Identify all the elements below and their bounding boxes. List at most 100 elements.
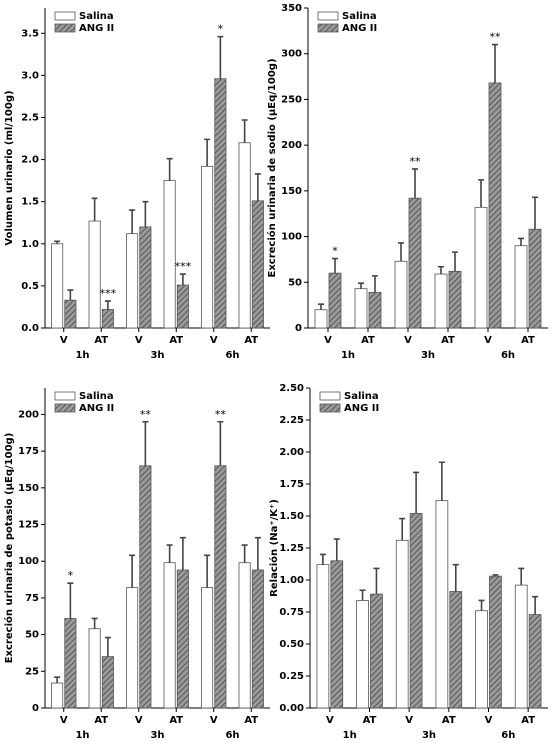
significance: * (218, 23, 224, 36)
error-bar (241, 544, 248, 563)
y-tick-label: 2.50 (279, 383, 304, 394)
error-bar (54, 240, 61, 244)
bar (368, 291, 382, 329)
legend-label: Salina (79, 11, 114, 22)
x-tick-label: V (484, 335, 492, 346)
y-tick-label: 75 (25, 593, 39, 604)
y-tick-label: 25 (25, 666, 39, 677)
x-tick-label: V (135, 335, 143, 346)
bar (514, 584, 528, 709)
bar (176, 284, 189, 329)
error-bar (54, 676, 61, 684)
bar (139, 465, 152, 709)
y-tick-label: 1.25 (279, 543, 304, 554)
error-bar (129, 554, 136, 588)
significance: ** (140, 408, 152, 421)
y-tick-label: 0.0 (21, 323, 39, 334)
x-tick-label: V (405, 715, 413, 726)
error-bar (492, 574, 499, 577)
bar (328, 272, 342, 329)
error-bar (358, 282, 364, 289)
error-bar (104, 636, 111, 657)
error-bar (241, 119, 248, 143)
bar (238, 142, 251, 329)
bar (408, 197, 422, 329)
bar (528, 614, 542, 709)
y-tick-label: 50 (288, 277, 302, 288)
error-bar (518, 237, 524, 246)
group-label: 6h (501, 730, 515, 741)
bar (101, 656, 114, 709)
error-bar (217, 420, 224, 466)
group-label: 3h (150, 350, 164, 361)
bar (64, 299, 77, 329)
y-tick-label: 250 (281, 94, 302, 105)
y-axis-label: Excreción urinaria de sodio (µEq/100g) (266, 58, 278, 277)
y-tick-label: 0.75 (279, 607, 304, 618)
error-bar (254, 536, 261, 571)
y-tick-label: 0.5 (21, 281, 39, 292)
bar (409, 513, 423, 709)
bar (163, 180, 176, 329)
error-bar (333, 538, 340, 561)
y-tick-label: 2.5 (21, 112, 39, 123)
error-bar (438, 461, 445, 501)
legend-label: ANG II (79, 403, 114, 414)
group-label: 1h (341, 350, 355, 361)
y-tick-label: 0.00 (279, 703, 304, 714)
y-tick-label: 350 (281, 3, 302, 14)
group-label: 3h (421, 350, 435, 361)
legend-label: ANG II (342, 23, 377, 34)
group-label: 6h (225, 350, 239, 361)
error-bar (532, 595, 539, 615)
y-tick-label: 1.75 (279, 479, 304, 490)
y-axis-label: Volumen urinario (ml/100g) (4, 90, 15, 245)
y-tick-label: 150 (18, 483, 39, 494)
error-bar (67, 289, 74, 301)
bar (489, 575, 502, 709)
y-tick-label: 2.0 (21, 155, 39, 166)
error-bar (452, 251, 458, 272)
error-bar (67, 582, 74, 619)
bar (64, 618, 77, 709)
x-tick-label: AT (169, 715, 183, 726)
error-bar (217, 35, 224, 79)
bar (488, 82, 502, 329)
error-bar (91, 197, 98, 222)
bar (434, 273, 448, 329)
error-bar (478, 179, 484, 208)
bar (214, 78, 227, 329)
legend-label: Salina (79, 391, 114, 402)
error-bar (359, 589, 366, 601)
bar (394, 260, 408, 329)
y-tick-label: 0.25 (279, 671, 304, 682)
error-bar (254, 173, 261, 201)
error-bar (179, 536, 186, 571)
error-bar (332, 257, 338, 274)
error-bar (372, 275, 378, 293)
y-tick-label: 0 (32, 703, 39, 714)
y-axis-label: Relación (Na⁺/K⁺) (268, 499, 280, 597)
error-bar (373, 567, 380, 595)
x-tick-label: AT (94, 335, 108, 346)
x-tick-label: V (60, 335, 68, 346)
significance: ** (490, 31, 502, 44)
x-tick-label: AT (521, 335, 535, 346)
error-bar (142, 420, 149, 466)
bar (51, 682, 64, 709)
legend-label: ANG II (79, 23, 114, 34)
x-tick-label: V (60, 715, 68, 726)
x-tick-label: AT (94, 715, 108, 726)
bar (475, 610, 488, 709)
bar (251, 200, 264, 329)
y-tick-label: 3.5 (21, 28, 39, 39)
y-tick-label: 0.50 (279, 639, 304, 650)
legend-swatch (54, 23, 76, 33)
error-bar (91, 617, 98, 629)
error-bar (179, 273, 186, 286)
legend-swatch (54, 403, 76, 413)
bar (370, 593, 383, 709)
error-bar (129, 209, 136, 234)
error-bar (142, 200, 149, 227)
